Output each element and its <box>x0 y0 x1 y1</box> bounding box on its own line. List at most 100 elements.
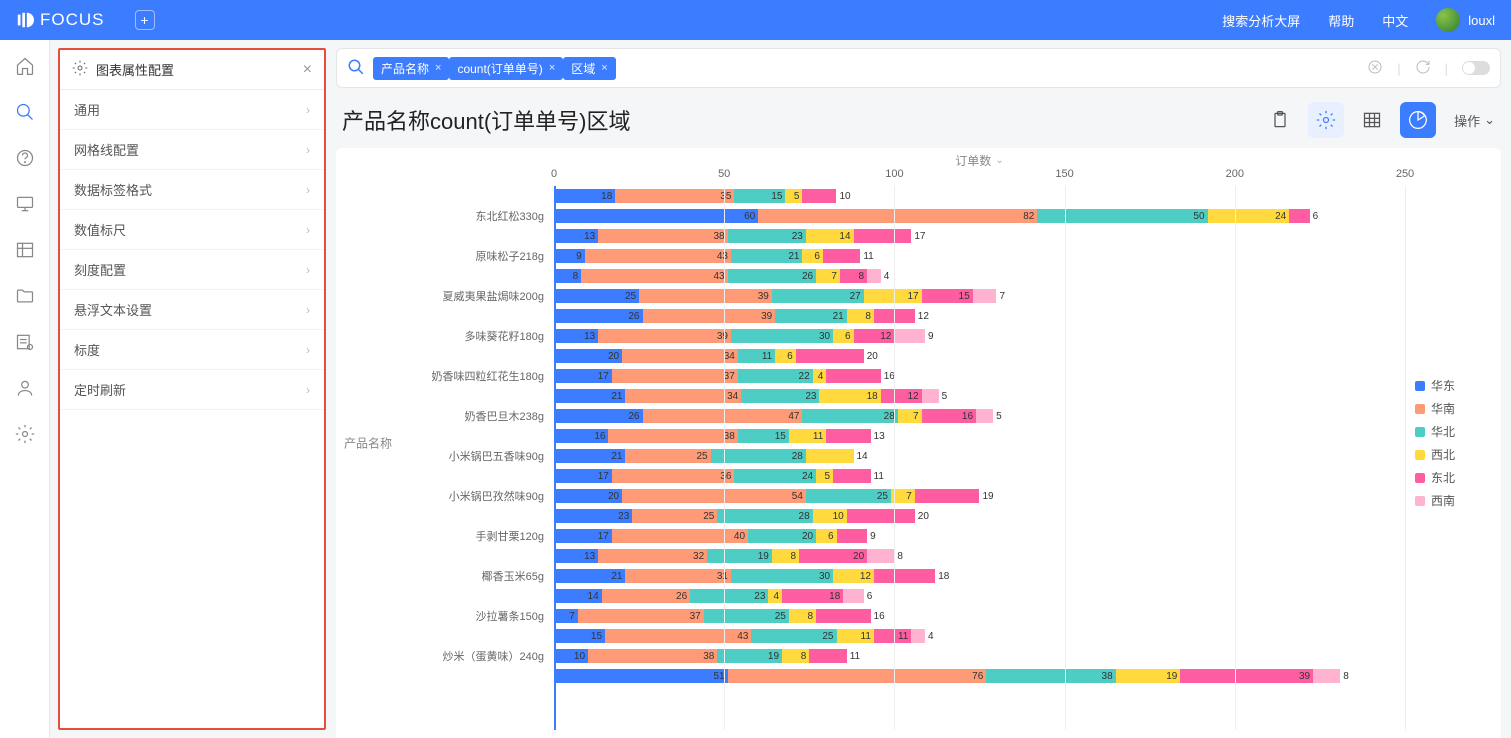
bar-segment[interactable]: 13 <box>554 549 598 563</box>
bar-segment[interactable]: 27 <box>772 289 864 303</box>
bar-segment[interactable]: 5 <box>922 389 939 403</box>
bar-segment[interactable]: 20 <box>796 349 864 363</box>
bar-segment[interactable]: 21 <box>554 569 625 583</box>
bar-segment[interactable]: 7 <box>554 609 578 623</box>
search-chip[interactable]: 产品名称× <box>373 57 449 80</box>
bar-segment[interactable]: 51 <box>554 669 728 683</box>
rail-item-home[interactable] <box>13 54 37 78</box>
bar-segment[interactable]: 21 <box>554 389 625 403</box>
bar-segment[interactable]: 12 <box>833 569 874 583</box>
bar-segment[interactable]: 23 <box>741 389 819 403</box>
bar-segment[interactable]: 39 <box>1180 669 1313 683</box>
bar-segment[interactable]: 24 <box>734 469 816 483</box>
rail-item-table[interactable] <box>13 238 37 262</box>
bar-segment[interactable]: 4 <box>911 629 925 643</box>
bar-segment[interactable]: 26 <box>602 589 691 603</box>
bar-segment[interactable]: 15 <box>738 429 789 443</box>
operations-dropdown[interactable]: 操作 ⌄ <box>1454 111 1495 130</box>
bar-segment[interactable]: 11 <box>789 429 826 443</box>
chip-remove-icon[interactable]: × <box>435 62 441 74</box>
bar-segment[interactable]: 38 <box>588 649 717 663</box>
bar-segment[interactable]: 16 <box>826 369 880 383</box>
legend-item[interactable]: 西南 <box>1415 492 1485 509</box>
bar-segment[interactable]: 25 <box>632 509 717 523</box>
bar-segment[interactable]: 15 <box>554 629 605 643</box>
search-toggle[interactable] <box>1462 61 1490 75</box>
bar-segment[interactable]: 26 <box>728 269 817 283</box>
config-item[interactable]: 数值标尺› <box>60 210 324 250</box>
bar-segment[interactable]: 32 <box>598 549 707 563</box>
config-item[interactable]: 网格线配置› <box>60 130 324 170</box>
bar-segment[interactable]: 17 <box>854 229 912 243</box>
bar-segment[interactable]: 8 <box>847 309 874 323</box>
bar-segment[interactable]: 16 <box>922 409 976 423</box>
bar-segment[interactable]: 5 <box>976 409 993 423</box>
bar-segment[interactable]: 25 <box>704 609 789 623</box>
bar-segment[interactable]: 36 <box>612 469 735 483</box>
bar-segment[interactable]: 25 <box>625 449 710 463</box>
bar-segment[interactable]: 20 <box>847 509 915 523</box>
search-bar[interactable]: 产品名称×count(订单单号)×区域× | | <box>336 48 1501 88</box>
bar-segment[interactable]: 82 <box>758 209 1037 223</box>
bar-segment[interactable]: 4 <box>768 589 782 603</box>
bar-segment[interactable]: 30 <box>731 569 833 583</box>
bar-segment[interactable]: 6 <box>833 329 853 343</box>
bar-segment[interactable]: 23 <box>690 589 768 603</box>
legend-item[interactable]: 华南 <box>1415 400 1485 417</box>
bar-segment[interactable]: 6 <box>802 249 822 263</box>
bar-segment[interactable]: 20 <box>748 529 816 543</box>
bar-segment[interactable]: 7 <box>973 289 997 303</box>
bar-segment[interactable]: 25 <box>554 289 639 303</box>
bar-segment[interactable]: 11 <box>809 649 846 663</box>
bar-segment[interactable]: 4 <box>867 269 881 283</box>
nav-link-dashboard[interactable]: 搜索分析大屏 <box>1222 11 1300 30</box>
bar-segment[interactable]: 54 <box>622 489 806 503</box>
bar-segment[interactable]: 8 <box>789 609 816 623</box>
bar-segment[interactable]: 28 <box>717 509 812 523</box>
nav-link-lang[interactable]: 中文 <box>1382 11 1408 30</box>
bar-segment[interactable]: 6 <box>816 529 836 543</box>
bar-segment[interactable]: 12 <box>881 389 922 403</box>
bar-segment[interactable]: 38 <box>598 229 727 243</box>
bar-segment[interactable]: 8 <box>867 549 894 563</box>
bar-segment[interactable]: 39 <box>639 289 772 303</box>
bar-segment[interactable]: 14 <box>554 589 602 603</box>
bar-segment[interactable]: 11 <box>874 629 911 643</box>
bar-segment[interactable]: 18 <box>782 589 843 603</box>
bar-segment[interactable]: 8 <box>772 549 799 563</box>
bar-segment[interactable]: 16 <box>816 609 870 623</box>
bar-segment[interactable]: 13 <box>554 329 598 343</box>
bar-segment[interactable]: 14 <box>806 229 854 243</box>
bar-segment[interactable]: 20 <box>554 349 622 363</box>
bar-segment[interactable]: 10 <box>802 189 836 203</box>
bar-segment[interactable]: 8 <box>840 269 867 283</box>
rail-item-search[interactable] <box>13 100 37 124</box>
bar-segment[interactable]: 30 <box>731 329 833 343</box>
bar-segment[interactable]: 43 <box>605 629 751 643</box>
clear-icon[interactable] <box>1367 59 1383 78</box>
rail-item-user[interactable] <box>13 376 37 400</box>
bar-segment[interactable]: 5 <box>816 469 833 483</box>
chip-remove-icon[interactable]: × <box>601 62 607 74</box>
bar-segment[interactable]: 28 <box>802 409 897 423</box>
config-item[interactable]: 标度› <box>60 330 324 370</box>
bar-segment[interactable]: 8 <box>1313 669 1340 683</box>
bar-segment[interactable]: 7 <box>898 409 922 423</box>
clipboard-button[interactable] <box>1262 102 1298 138</box>
bar-segment[interactable]: 11 <box>837 629 874 643</box>
bar-segment[interactable]: 8 <box>554 269 581 283</box>
legend-item[interactable]: 华东 <box>1415 377 1485 394</box>
bar-segment[interactable]: 50 <box>1037 209 1207 223</box>
bar-segment[interactable]: 10 <box>813 509 847 523</box>
rail-item-list-settings[interactable] <box>13 330 37 354</box>
user-menu[interactable]: louxl <box>1436 8 1495 32</box>
bar-segment[interactable]: 4 <box>813 369 827 383</box>
bar-segment[interactable]: 60 <box>554 209 758 223</box>
bar-segment[interactable]: 18 <box>819 389 880 403</box>
bar-segment[interactable]: 13 <box>554 229 598 243</box>
bar-segment[interactable]: 7 <box>816 269 840 283</box>
bar-segment[interactable]: 47 <box>643 409 803 423</box>
config-item[interactable]: 悬浮文本设置› <box>60 290 324 330</box>
legend-item[interactable]: 西北 <box>1415 446 1485 463</box>
bar-segment[interactable]: 11 <box>738 349 775 363</box>
